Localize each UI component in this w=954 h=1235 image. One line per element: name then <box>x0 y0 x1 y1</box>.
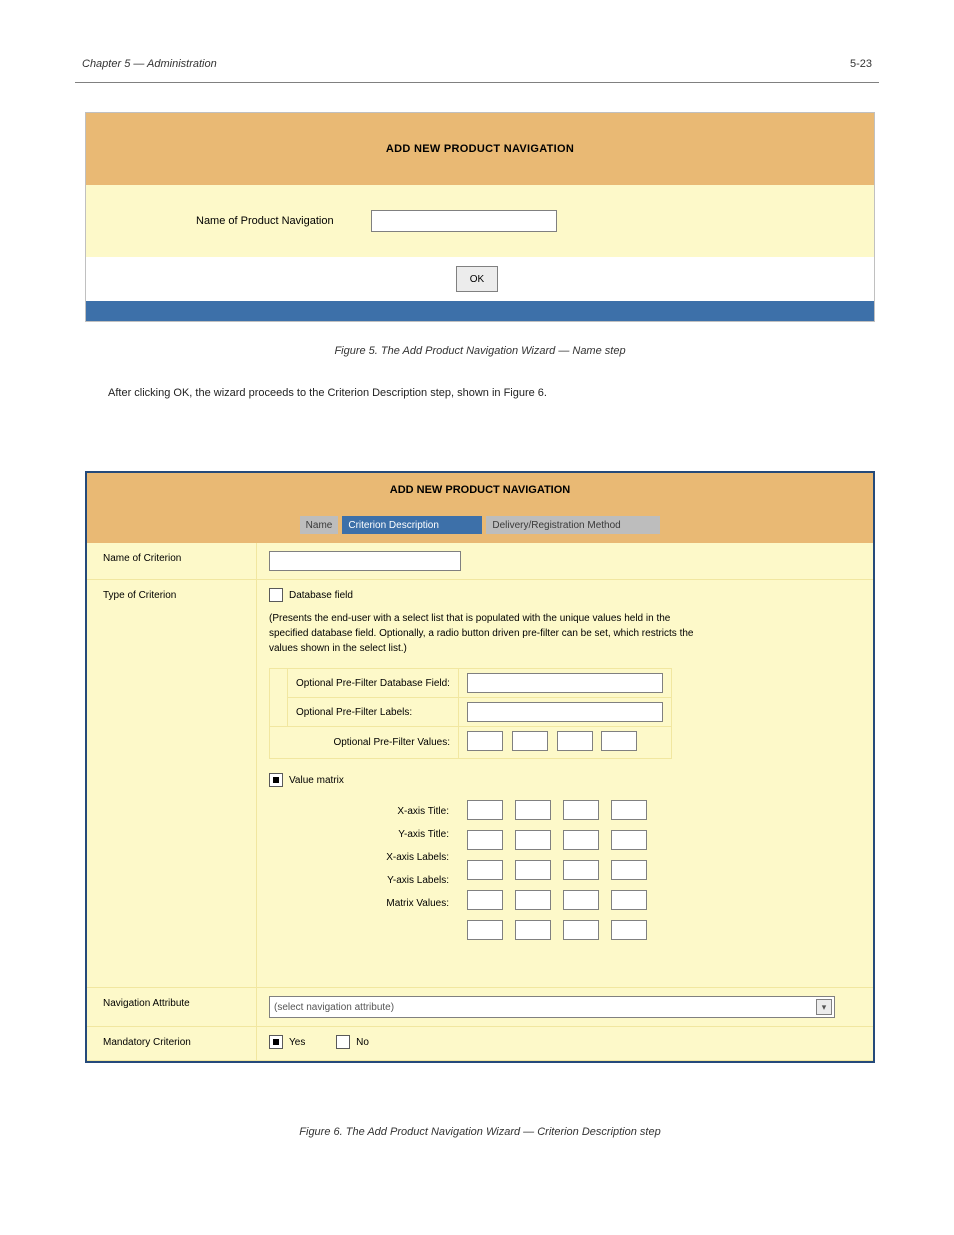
step-criterion[interactable]: Criterion Description <box>342 516 482 534</box>
matrix-cell-r2c1[interactable] <box>467 830 503 850</box>
matrix-x-title-label: X-axis Title: <box>269 800 449 823</box>
prefilter-db-label: Optional Pre-Filter Database Field: <box>288 669 459 698</box>
matrix-cell-r1c3[interactable] <box>563 800 599 820</box>
label-mandatory-no: No <box>356 1037 369 1048</box>
paragraph-1: After clicking OK, the wizard proceeds t… <box>108 385 868 402</box>
matrix-cell-r4c1[interactable] <box>467 890 503 910</box>
header-rule <box>75 82 879 83</box>
matrix-grid <box>467 800 647 940</box>
fig6-caption: Figure 6. The Add Product Navigation Wiz… <box>85 1126 875 1138</box>
prefilter-labels-label: Optional Pre-Filter Labels: <box>288 698 459 727</box>
matrix-cell-r1c2[interactable] <box>515 800 551 820</box>
matrix-cell-r4c3[interactable] <box>563 890 599 910</box>
wizard-steps: Name Criterion Description Delivery/Regi… <box>87 507 873 543</box>
fig5-name-row: Name of Product Navigation <box>86 185 874 257</box>
figure-5-panel: ADD NEW PRODUCT NAVIGATION Name of Produ… <box>85 112 875 322</box>
prefilter-table: Optional Pre-Filter Database Field: Opti… <box>269 668 672 759</box>
criterion-name-input[interactable] <box>269 551 461 571</box>
matrix-cell-r3c2[interactable] <box>515 860 551 880</box>
prefilter-value-2[interactable] <box>512 731 548 751</box>
matrix-cell-r2c4[interactable] <box>611 830 647 850</box>
matrix-cell-r5c1[interactable] <box>467 920 503 940</box>
prefilter-value-4[interactable] <box>601 731 637 751</box>
matrix-y-title-label: Y-axis Title: <box>269 823 449 846</box>
fig6-title: ADD NEW PRODUCT NAVIGATION <box>87 473 873 507</box>
fig6-body: Name of Criterion Type of Criterion Data… <box>87 543 873 1061</box>
prefilter-value-1[interactable] <box>467 731 503 751</box>
label-mandatory-yes: Yes <box>289 1037 305 1048</box>
matrix-cell-r5c3[interactable] <box>563 920 599 940</box>
row-type-label: Type of Criterion <box>87 580 257 988</box>
fig5-name-input[interactable] <box>371 210 557 232</box>
figure-6-panel: ADD NEW PRODUCT NAVIGATION Name Criterio… <box>85 471 875 1063</box>
fig5-title: ADD NEW PRODUCT NAVIGATION <box>86 113 874 185</box>
running-head: Chapter 5 — Administration <box>82 58 217 70</box>
prefilter-labels-input[interactable] <box>467 702 663 722</box>
row-name-label: Name of Criterion <box>87 543 257 580</box>
radio-mandatory-yes[interactable] <box>269 1035 283 1049</box>
type-matrix-option[interactable]: Value matrix <box>269 773 344 787</box>
db-field-desc: (Presents the end-user with a select lis… <box>269 611 699 656</box>
matrix-x-labels-label: X-axis Labels: <box>269 846 449 869</box>
radio-db-field[interactable] <box>269 588 283 602</box>
chevron-down-icon: ▾ <box>816 999 832 1015</box>
fig5-name-label: Name of Product Navigation <box>196 215 371 227</box>
row-mandatory-label: Mandatory Criterion <box>87 1027 257 1061</box>
label-matrix: Value matrix <box>289 775 344 786</box>
matrix-values-label: Matrix Values: <box>269 892 449 915</box>
row-mandatory-content: Yes No <box>257 1027 873 1061</box>
page-number: 5-23 <box>850 58 872 70</box>
fig5-caption: Figure 5. The Add Product Navigation Wiz… <box>85 345 875 357</box>
prefilter-values-label: Optional Pre-Filter Values: <box>270 727 459 759</box>
row-navattr-content: (select navigation attribute) ▾ <box>257 988 873 1027</box>
matrix-cell-r4c2[interactable] <box>515 890 551 910</box>
ok-button[interactable]: OK <box>456 266 498 292</box>
matrix-cell-r2c3[interactable] <box>563 830 599 850</box>
row-type-content: Database field (Presents the end-user wi… <box>257 580 873 988</box>
radio-mandatory-no[interactable] <box>336 1035 350 1049</box>
matrix-cell-r1c4[interactable] <box>611 800 647 820</box>
radio-matrix[interactable] <box>269 773 283 787</box>
matrix-cell-r4c4[interactable] <box>611 890 647 910</box>
prefilter-db-input[interactable] <box>467 673 663 693</box>
matrix-y-labels-label: Y-axis Labels: <box>269 869 449 892</box>
step-name[interactable]: Name <box>300 516 339 534</box>
matrix-cell-r3c3[interactable] <box>563 860 599 880</box>
fig6-header: ADD NEW PRODUCT NAVIGATION Name Criterio… <box>87 473 873 543</box>
prefilter-value-3[interactable] <box>557 731 593 751</box>
matrix-cell-r2c2[interactable] <box>515 830 551 850</box>
navattr-select-value: (select navigation attribute) <box>274 1002 394 1013</box>
type-db-field-option[interactable]: Database field <box>269 588 353 602</box>
step-delivery[interactable]: Delivery/Registration Method <box>486 516 660 534</box>
matrix-cell-r5c4[interactable] <box>611 920 647 940</box>
matrix-cell-r3c4[interactable] <box>611 860 647 880</box>
navattr-select[interactable]: (select navigation attribute) ▾ <box>269 996 835 1018</box>
fig5-footer-bar <box>86 301 874 321</box>
row-name-content <box>257 543 873 580</box>
label-db-field: Database field <box>289 590 353 601</box>
fig5-button-row: OK <box>86 257 874 301</box>
matrix-cell-r1c1[interactable] <box>467 800 503 820</box>
row-navattr-label: Navigation Attribute <box>87 988 257 1027</box>
matrix-cell-r3c1[interactable] <box>467 860 503 880</box>
matrix-cell-r5c2[interactable] <box>515 920 551 940</box>
